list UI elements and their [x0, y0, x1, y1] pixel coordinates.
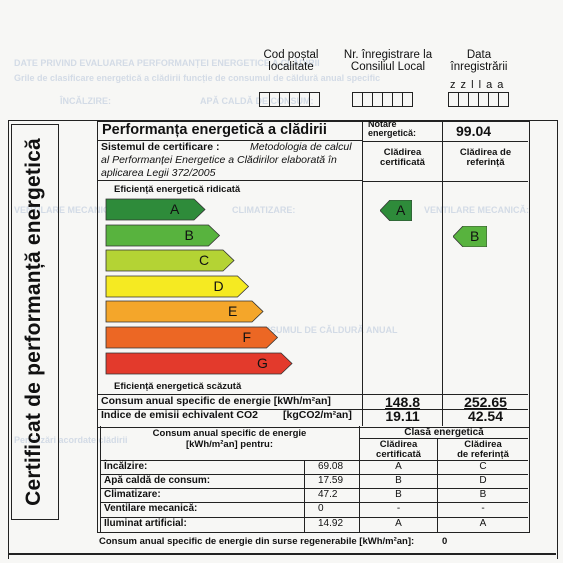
- date-format-label: z z l l a a: [450, 79, 505, 91]
- breakdown-row-label: Iluminat artificial:: [104, 518, 187, 529]
- energy-class-bar-e: E: [105, 300, 264, 323]
- energy-class-label: B: [184, 226, 194, 243]
- co2-reference: 42.54: [467, 408, 504, 424]
- energy-class-bar-g: G: [105, 352, 293, 374]
- consumption-label: Consum anual specific de energie [kWh/m²…: [101, 395, 331, 407]
- breakdown-row-cert-class: A: [395, 461, 402, 472]
- energy-class-bar-a: A: [105, 198, 206, 221]
- breakdown-row-cert-class: -: [396, 503, 401, 514]
- breakdown-row-value: 47.2: [318, 489, 338, 500]
- energy-class-bar-f: F: [105, 326, 279, 349]
- system-label: Sistemul de certificare :: [101, 141, 220, 153]
- side-title-frame: [11, 124, 59, 520]
- breakdown-row-label: Încălzire:: [104, 461, 148, 472]
- system-text-3: aplicarea Legii 372/2005: [101, 167, 216, 179]
- co2-unit: [kgCO2/m²an]: [283, 409, 352, 421]
- breakdown-row-label: Ventilare mecanică:: [104, 503, 198, 514]
- data-inregistrarii-boxes[interactable]: [448, 92, 509, 107]
- data-inregistrarii-label: Data înregistrării: [450, 49, 508, 73]
- breakdown-col-referinta: Clădirea de referință: [457, 439, 509, 460]
- breakdown-row-label: Climatizare:: [104, 489, 161, 500]
- reference-class-arrow: B: [452, 225, 488, 248]
- breakdown-row-ref-class: A: [479, 518, 487, 529]
- energy-class-label: G: [257, 354, 268, 371]
- low-efficiency-label: Eficiență energetică scăzută: [114, 381, 242, 392]
- performance-title: Performanța energetică a clădirii: [102, 122, 327, 138]
- energy-class-label: A: [170, 201, 180, 217]
- breakdown-header-1: Consum anual specific de energie: [152, 428, 307, 439]
- breakdown-row-cert-class: B: [395, 489, 402, 500]
- performance-table: [97, 121, 530, 428]
- notare-label: Notare energetică:: [368, 119, 417, 138]
- class-header: Clasă energetică: [404, 427, 484, 438]
- system-text-1: Metodologia de calcul: [250, 141, 352, 153]
- co2-certified: 19.11: [385, 408, 420, 424]
- energy-class-label: F: [242, 329, 252, 345]
- consumption-certified: 148.8: [384, 394, 421, 410]
- energy-class-bar-d: D: [105, 275, 250, 298]
- consumption-reference: 252.65: [464, 394, 507, 410]
- col-certificata: Clădirea certificată: [380, 147, 425, 168]
- breakdown-col-certificata: Clădirea certificată: [376, 439, 421, 460]
- col-referinta: Clădirea de referință: [459, 147, 512, 168]
- breakdown-row-label: Apă caldă de consum:: [104, 475, 211, 486]
- breakdown-row-value: 69.08: [318, 461, 344, 472]
- co2-label: Indice de emisii echivalent CO2: [101, 409, 258, 421]
- nr-inregistrare-label: Nr. înregistrare la Consiliul Local: [343, 49, 433, 73]
- energy-class-label: D: [213, 277, 224, 294]
- breakdown-row-value: 14.92: [318, 518, 344, 529]
- breakdown-row-value: 0: [318, 503, 324, 514]
- breakdown-row-ref-class: -: [481, 503, 485, 514]
- renewable-label: Consum anual specific de energie din sur…: [99, 536, 415, 547]
- breakdown-row-ref-class: D: [479, 475, 487, 486]
- breakdown-row-ref-class: C: [479, 461, 487, 472]
- energy-class-label: C: [199, 252, 210, 269]
- energy-class-label: E: [228, 303, 238, 320]
- breakdown-row-cert-class: A: [395, 518, 402, 529]
- renewable-value: 0: [442, 536, 448, 547]
- breakdown-row-cert-class: B: [395, 475, 402, 486]
- breakdown-header-2: [kWh/m²an] pentru:: [185, 439, 274, 450]
- high-efficiency-label: Eficiență energetică ridicată: [114, 184, 241, 195]
- notare-value: 99.04: [456, 123, 492, 139]
- breakdown-row-value: 17.59: [318, 475, 344, 486]
- system-text-2: al Performanței Energetice a Clădirilor …: [101, 154, 337, 166]
- breakdown-row-ref-class: B: [479, 489, 487, 500]
- nr-inregistrare-boxes[interactable]: [352, 92, 413, 107]
- outer-frame: [8, 120, 558, 559]
- side-title: Certificat de performanță energetică: [22, 138, 45, 506]
- breakdown-table: [97, 426, 530, 533]
- cod-postal-label: Cod poștal localitate: [263, 49, 319, 73]
- energy-class-bar-b: B: [105, 224, 221, 246]
- cod-postal-boxes[interactable]: [259, 92, 320, 107]
- certified-class-arrow: A: [379, 199, 413, 222]
- energy-class-bar-c: C: [105, 249, 235, 272]
